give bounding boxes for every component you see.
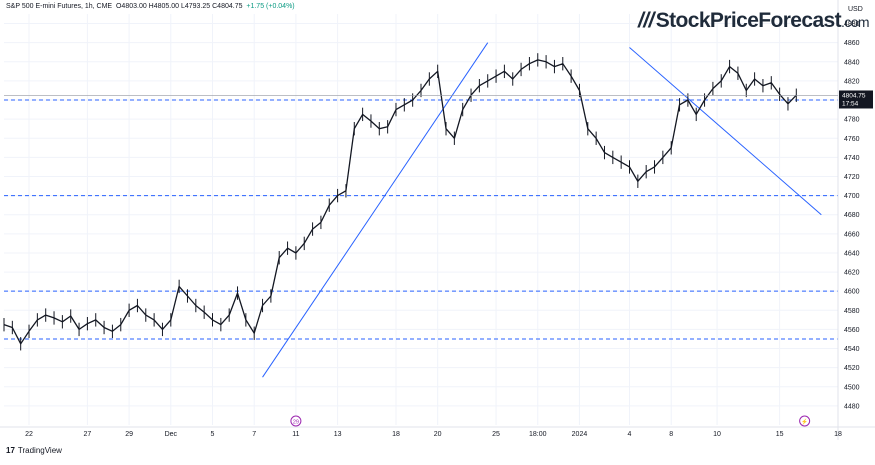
- x-tick-label: 10: [713, 431, 721, 438]
- event-marker-label: 29: [293, 419, 299, 425]
- x-tick-label: 18: [392, 431, 400, 438]
- y-tick-label: 4600: [844, 289, 860, 296]
- y-tick-label: 4660: [844, 231, 860, 238]
- y-tick-label: 4820: [844, 78, 860, 85]
- y-tick-label: 4780: [844, 117, 860, 124]
- y-tick-label: 4540: [844, 346, 860, 353]
- x-tick-label: 29: [125, 431, 133, 438]
- y-tick-label: 4860: [844, 40, 860, 47]
- x-tick-label: 27: [84, 431, 92, 438]
- brand-name: StockPriceForecast: [655, 9, 842, 32]
- x-tick-label: 4: [628, 431, 632, 438]
- x-tick-label: 8: [669, 431, 673, 438]
- y-tick-label: 4680: [844, 212, 860, 219]
- ohlc-values: O4803.00 H4805.00 L4793.25 C4804.75: [115, 3, 243, 10]
- y-tick-label: 4880: [844, 21, 860, 28]
- y-tick-label: 4580: [844, 308, 860, 315]
- symbol-title: S&P 500 E-mini Futures, 1h, CME: [6, 3, 113, 10]
- x-tick-label: Dec: [165, 431, 178, 438]
- price-series: [3, 53, 797, 351]
- x-tick-label: 18:00: [529, 431, 547, 438]
- x-tick-label: 13: [334, 431, 342, 438]
- trendlines: [262, 42, 822, 378]
- brand-logo: ///StockPriceForecast.com: [638, 9, 870, 33]
- last-price-countdown: 17:54: [842, 100, 859, 107]
- brand-suffix: .com: [841, 14, 870, 30]
- y-tick-label: 4560: [844, 327, 860, 334]
- x-tick-label: 15: [776, 431, 784, 438]
- x-tick-label: 22: [25, 431, 33, 438]
- x-tick-label: 5: [211, 431, 215, 438]
- y-tick-label: 4840: [844, 59, 860, 66]
- event-marker-label: ⚡: [801, 418, 808, 425]
- tradingview-mark-icon: 17: [6, 446, 15, 455]
- tradingview-text: TradingView: [17, 446, 62, 455]
- y-tick-label: 4720: [844, 174, 860, 181]
- x-tick-label: 7: [252, 431, 256, 438]
- event-markers: 29 ⚡: [290, 415, 811, 427]
- tradingview-logo[interactable]: 17 TradingView: [6, 446, 62, 455]
- price-line: [3, 59, 797, 345]
- y-tick-label: 4480: [844, 403, 860, 410]
- price-change: +1.75 (+0.04%): [246, 3, 295, 10]
- y-tick-label: 4700: [844, 193, 860, 200]
- chart-header: S&P 500 E-mini Futures, 1h, CME O4803.00…: [6, 3, 295, 10]
- event-marker: [290, 415, 302, 427]
- trendline: [629, 47, 822, 216]
- y-tick-label: 4620: [844, 270, 860, 277]
- x-tick-label: 25: [492, 431, 500, 438]
- x-tick-label: 2024: [572, 431, 588, 438]
- y-tick-label: 4640: [844, 250, 860, 257]
- y-tick-label: 4500: [844, 384, 860, 391]
- grid-layer: [4, 14, 839, 425]
- trendline: [262, 42, 489, 378]
- brand-mark-icon: ///: [638, 9, 654, 32]
- y-tick-label: 4760: [844, 136, 860, 143]
- currency-label: USD: [848, 6, 863, 13]
- horizontal-levels: [4, 99, 838, 340]
- y-tick-label: 4520: [844, 365, 860, 372]
- x-tick-label: 18: [834, 431, 842, 438]
- y-axis: 4480 4500 4520 4540 4560 4580 4600 4620 4640 4660…: [837, 0, 860, 440]
- x-axis: 22 27 29 Dec 5 7 11 13 18 20 25 18:00 2024 4 8 10 15 18: [0, 426, 875, 438]
- last-price-box: [839, 90, 873, 109]
- last-price-value: 4804.75: [842, 92, 866, 99]
- y-tick-label: 4740: [844, 155, 860, 162]
- x-tick-label: 11: [292, 431, 299, 438]
- x-tick-label: 20: [434, 431, 442, 438]
- event-marker: [799, 415, 811, 427]
